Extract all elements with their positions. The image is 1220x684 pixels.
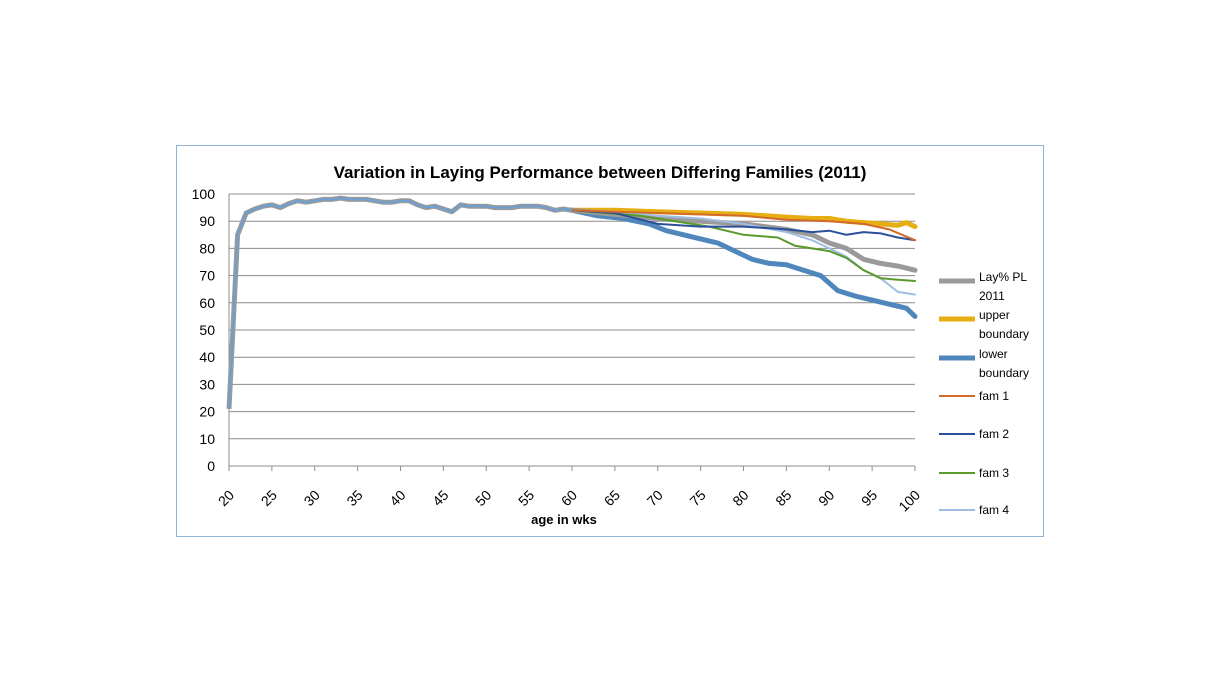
x-tick-label: 25 [258, 487, 280, 509]
x-tick-label: 100 [895, 487, 923, 515]
y-tick-label: 20 [199, 404, 215, 420]
line-chart: Variation in Laying Performance between … [192, 163, 1029, 527]
x-axis-label: age in wks [531, 512, 597, 527]
x-tick-label: 80 [729, 487, 751, 509]
y-tick-label: 40 [199, 349, 215, 365]
x-tick-label: 65 [601, 487, 623, 509]
series-lines [226, 195, 918, 410]
y-tick-label: 100 [192, 186, 216, 202]
x-tick-label: 60 [558, 487, 580, 509]
y-tick-label: 70 [199, 268, 215, 284]
series-line-upper-boundary [569, 207, 918, 230]
legend-label: boundary [979, 327, 1029, 341]
series-line-fam-1 [571, 209, 916, 242]
y-axis-ticks: 0 10 20 30 40 50 60 70 80 90 100 [192, 186, 216, 474]
y-tick-label: 80 [199, 240, 215, 256]
legend-label: Lay% PL [979, 270, 1027, 284]
legend-label: fam 4 [979, 503, 1009, 517]
common-segment-line [227, 196, 573, 409]
legend-label: fam 3 [979, 466, 1009, 480]
x-tick-label: 75 [686, 487, 708, 509]
x-tick-label: 30 [301, 487, 323, 509]
y-tick-label: 30 [199, 376, 215, 392]
x-tick-label: 55 [515, 487, 537, 509]
x-tick-label: 95 [858, 487, 880, 509]
x-tick-label: 50 [472, 487, 494, 509]
series-line-fam-2 [571, 209, 916, 242]
x-tick-label: 40 [386, 487, 408, 509]
legend-label: lower [979, 347, 1008, 361]
chart-frame: Variation in Laying Performance between … [176, 145, 1044, 537]
legend-label: 2011 [979, 289, 1005, 303]
y-tick-label: 60 [199, 295, 215, 311]
y-tick-label: 50 [199, 322, 215, 338]
legend-label: upper [979, 308, 1010, 322]
x-tick-label: 20 [215, 487, 237, 509]
legend-label: boundary [979, 366, 1029, 380]
y-tick-label: 90 [199, 213, 215, 229]
chart-title: Variation in Laying Performance between … [334, 163, 867, 182]
series-line-fam-3 [571, 209, 916, 282]
y-tick-label: 0 [207, 458, 215, 474]
x-tick-label: 35 [343, 487, 365, 509]
x-tick-label: 90 [815, 487, 837, 509]
y-tick-label: 10 [199, 431, 215, 447]
x-tick-label: 45 [429, 487, 451, 509]
legend-label: fam 1 [979, 389, 1009, 403]
common-segment-outline [226, 195, 573, 410]
legend-label: fam 2 [979, 427, 1009, 441]
x-axis-ticks: 20 25 30 35 40 45 50 55 60 65 70 75 80 85 90 95 100 [215, 466, 923, 515]
series-line-lower-boundary [569, 207, 918, 319]
x-tick-label: 85 [772, 487, 794, 509]
x-tick-label: 70 [644, 487, 666, 509]
legend: Lay% PL 2011 upper boundary lower boundary fam… [939, 270, 1029, 517]
